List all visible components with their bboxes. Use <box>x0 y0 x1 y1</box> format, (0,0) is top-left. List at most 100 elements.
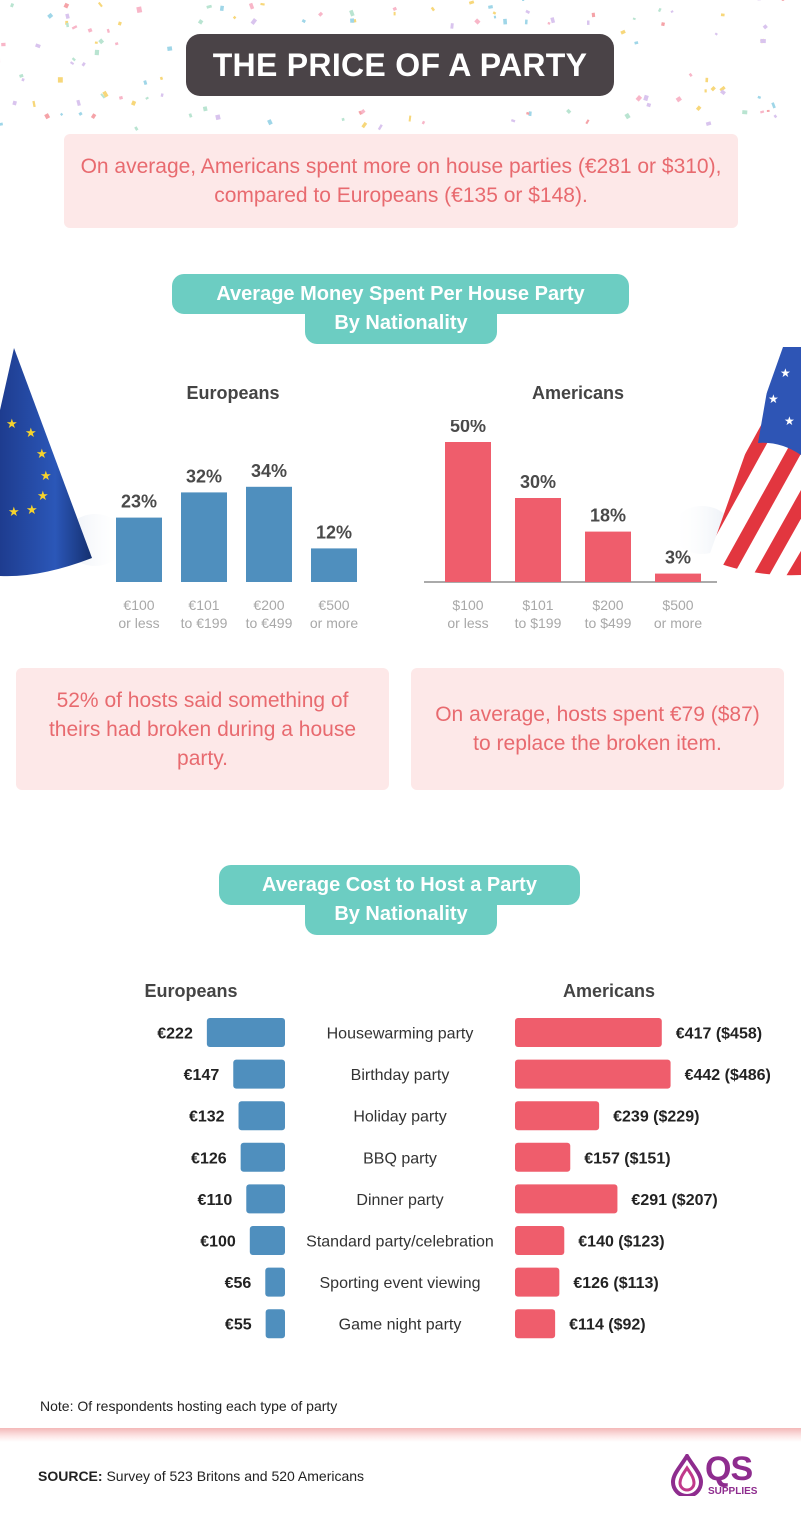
confetti-piece <box>71 57 76 62</box>
footnote: Note: Of respondents hosting each type o… <box>40 1398 338 1414</box>
europe-bar <box>249 1226 285 1255</box>
confetti-piece <box>705 121 712 126</box>
bar <box>116 517 162 582</box>
tick-label: to €199 <box>181 615 228 631</box>
confetti-piece <box>12 100 17 106</box>
cost-chart-right-title: Americans <box>562 981 656 1001</box>
america-bar <box>515 1018 662 1047</box>
america-value-label: €239 ($229) <box>613 1109 699 1126</box>
confetti-piece <box>65 13 70 19</box>
confetti-piece <box>688 72 693 77</box>
confetti-piece <box>766 109 770 112</box>
confetti-piece <box>160 93 164 98</box>
confetti-piece <box>587 20 590 25</box>
qs-supplies-logo[interactable]: QS SUPPLIES <box>667 1450 777 1504</box>
confetti-piece <box>771 102 776 109</box>
tick-label: to €499 <box>246 615 293 631</box>
europe-value-label: €56 <box>225 1275 252 1292</box>
confetti-piece <box>550 17 556 24</box>
tick-label: to $499 <box>585 615 632 631</box>
confetti-piece <box>44 113 51 120</box>
tick-label: or less <box>118 615 159 631</box>
confetti-piece <box>661 22 665 27</box>
confetti-piece <box>159 76 164 81</box>
tick-label: to $199 <box>515 615 562 631</box>
confetti-piece <box>547 21 551 25</box>
confetti-piece <box>585 119 590 125</box>
europe-value-label: €55 <box>225 1317 252 1334</box>
confetti-piece <box>114 42 119 46</box>
confetti-piece <box>528 111 532 117</box>
confetti-piece <box>670 10 674 14</box>
confetti-piece <box>248 2 255 10</box>
confetti-piece <box>421 120 426 125</box>
svg-text:★: ★ <box>8 504 20 519</box>
replacement-cost-text: On average, hosts spent €79 ($87) to rep… <box>435 703 760 755</box>
confetti-piece <box>714 32 718 36</box>
confetti-piece <box>167 46 173 52</box>
america-value-label: €417 ($458) <box>676 1026 762 1043</box>
confetti-piece <box>267 119 273 126</box>
confetti-piece <box>60 112 64 116</box>
svg-text:★: ★ <box>26 502 38 517</box>
source-line: SOURCE: Survey of 523 Britons and 520 Am… <box>38 1468 364 1484</box>
confetti-piece <box>21 78 25 82</box>
confetti-piece <box>393 11 396 16</box>
confetti-piece <box>493 15 497 19</box>
tick-label: $101 <box>522 597 553 613</box>
confetti-piece <box>102 90 109 98</box>
category-label: Dinner party <box>356 1192 443 1209</box>
confetti-piece <box>100 93 106 99</box>
source-label: SOURCE: <box>38 1468 103 1484</box>
confetti-piece <box>81 61 86 67</box>
category-label: Standard party/celebration <box>306 1234 494 1251</box>
europe-value-label: €222 <box>157 1026 193 1043</box>
confetti-piece <box>450 23 454 29</box>
confetti-piece <box>510 118 516 123</box>
confetti-piece <box>760 110 765 114</box>
confetti-piece <box>94 49 100 56</box>
confetti-piece <box>646 102 652 108</box>
category-label: Birthday party <box>351 1067 450 1084</box>
confetti-piece <box>635 95 643 102</box>
confetti-piece <box>762 24 768 30</box>
confetti-piece <box>720 89 726 96</box>
confetti-piece <box>643 94 649 102</box>
america-bar <box>515 1184 618 1214</box>
data-label: 30% <box>520 472 556 492</box>
america-value-label: €442 ($486) <box>685 1067 771 1084</box>
confetti-piece <box>260 2 265 6</box>
data-label: 32% <box>186 466 222 486</box>
confetti-piece <box>143 80 148 86</box>
confetti-piece <box>710 85 716 92</box>
data-label: 3% <box>665 548 691 568</box>
section1-title-line2: By Nationality <box>305 306 497 344</box>
confetti-piece <box>525 9 531 15</box>
broken-item-text: 52% of hosts said something of theirs ha… <box>48 688 357 770</box>
confetti-piece <box>90 113 97 120</box>
confetti-piece <box>632 17 636 21</box>
confetti-piece <box>118 95 124 100</box>
tick-label: €200 <box>253 597 284 613</box>
europe-bar <box>238 1101 285 1131</box>
confetti-piece <box>98 38 105 45</box>
svg-text:★: ★ <box>780 366 791 380</box>
confetti-piece <box>341 117 345 122</box>
confetti-piece <box>526 111 530 115</box>
confetti-piece <box>78 111 83 116</box>
confetti-piece <box>720 13 725 17</box>
america-bar <box>515 1142 571 1172</box>
confetti-piece <box>134 126 139 131</box>
confetti-piece <box>430 6 436 12</box>
confetti-piece <box>524 19 528 25</box>
europe-value-label: €126 <box>191 1150 227 1167</box>
confetti-piece <box>350 18 355 23</box>
confetti-piece <box>522 0 525 2</box>
confetti-piece <box>503 18 508 25</box>
confetti-piece <box>695 105 702 112</box>
confetti-piece <box>106 28 110 33</box>
confetti-piece <box>206 4 212 9</box>
party-cost-butterfly-chart: €222 Housewarming party €417 ($458) €147 Bir… <box>157 1018 771 1339</box>
us-chart-title: Americans <box>531 383 625 403</box>
data-label: 12% <box>316 522 352 542</box>
